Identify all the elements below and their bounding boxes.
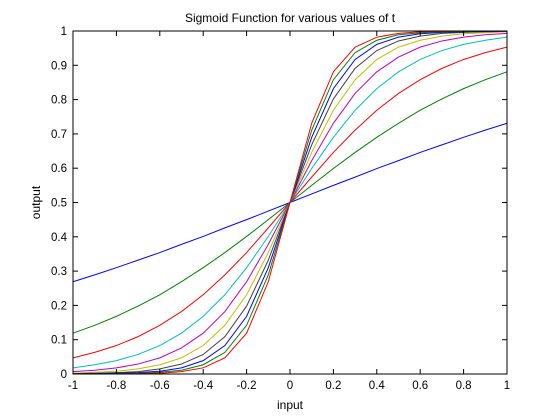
x-axis-title: input	[277, 398, 304, 412]
y-tick-label: 1	[61, 26, 67, 38]
series-layer	[72, 30, 508, 375]
y-tick-label: 0	[61, 369, 67, 381]
x-tick-label: 0	[287, 380, 293, 392]
y-tick-label: 0.1	[51, 335, 67, 347]
x-tick-label: 0.8	[456, 380, 472, 392]
y-tick-label: 0.2	[51, 300, 67, 312]
x-tick-label: 0.6	[412, 380, 428, 392]
y-tick-label: 0.9	[51, 60, 67, 72]
x-tick-label: 0.4	[369, 380, 386, 392]
x-tick-label: -0.6	[150, 380, 170, 392]
x-tick-label: 0.2	[325, 380, 341, 392]
y-tick-label: 0.3	[51, 266, 67, 278]
tick-layer: -1 -0.8 -0.6 -0.4 -0.2 0 0.2 0.4 0.6 0.8 1 0 0.1 0.2 0…	[51, 26, 510, 392]
y-axis-title: output	[29, 185, 43, 219]
y-tick-label: 0.4	[51, 232, 68, 244]
x-tick-label: -0.8	[106, 380, 126, 392]
x-tick-label: 1	[504, 380, 510, 392]
x-tick-label: -1	[68, 380, 78, 392]
x-tick-label: -0.4	[193, 380, 213, 392]
chart-title: Sigmoid Function for various values of t	[185, 11, 396, 25]
y-tick-label: 0.7	[51, 129, 67, 141]
x-tick-label: -0.2	[237, 380, 257, 392]
y-tick-label: 0.8	[51, 95, 67, 107]
y-tick-label: 0.6	[51, 163, 67, 175]
y-tick-label: 0.5	[51, 198, 67, 210]
